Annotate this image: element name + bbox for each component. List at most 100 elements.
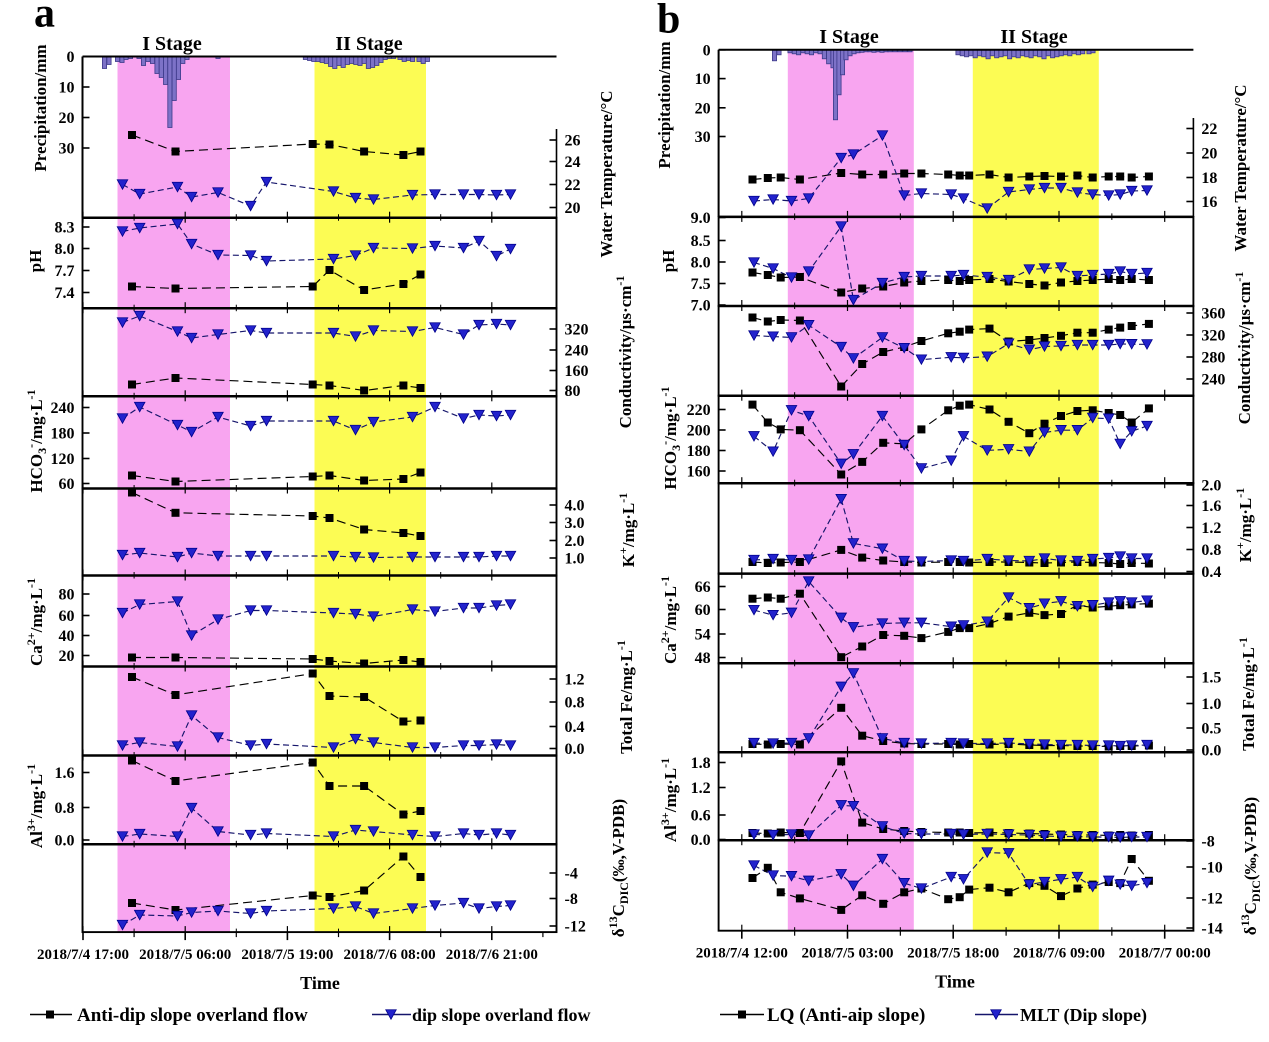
svg-text:1.5: 1.5 — [1201, 670, 1221, 687]
svg-text:320: 320 — [1201, 328, 1225, 345]
svg-text:I Stage: I Stage — [142, 33, 202, 55]
svg-text:-8: -8 — [565, 891, 578, 908]
svg-text:200: 200 — [687, 423, 711, 440]
svg-text:24: 24 — [565, 154, 581, 171]
svg-text:240: 240 — [51, 400, 75, 417]
svg-text:Al3+/mg·L-1: Al3+/mg·L-1 — [658, 758, 680, 842]
svg-text:1.0: 1.0 — [565, 551, 585, 568]
svg-text:0.0: 0.0 — [565, 741, 585, 758]
svg-text:160: 160 — [565, 363, 589, 380]
svg-text:2018/7/6 08:00: 2018/7/6 08:00 — [344, 947, 436, 963]
svg-text:1.0: 1.0 — [1201, 696, 1221, 713]
svg-text:K+/mg·L-1: K+/mg·L-1 — [1233, 488, 1255, 562]
svg-text:2018/7/5 19:00: 2018/7/5 19:00 — [241, 947, 333, 963]
svg-text:20: 20 — [695, 100, 711, 117]
svg-text:0.8: 0.8 — [1201, 542, 1221, 559]
svg-text:0: 0 — [67, 49, 75, 66]
svg-text:δ13CDIC(‰,V-PDB): δ13CDIC(‰,V-PDB) — [606, 799, 631, 937]
svg-text:320: 320 — [565, 322, 589, 339]
svg-text:2018/7/4 12:00: 2018/7/4 12:00 — [696, 946, 788, 962]
svg-text:Time: Time — [300, 973, 340, 993]
svg-text:1.2: 1.2 — [565, 672, 585, 689]
svg-text:20: 20 — [565, 200, 581, 217]
svg-text:1.6: 1.6 — [55, 765, 75, 782]
svg-text:360: 360 — [1201, 306, 1225, 323]
svg-text:0.0: 0.0 — [691, 832, 711, 849]
svg-text:7.4: 7.4 — [55, 285, 75, 302]
svg-text:-8: -8 — [1201, 834, 1214, 851]
svg-text:2018/7/5 06:00: 2018/7/5 06:00 — [139, 947, 231, 963]
svg-text:66: 66 — [695, 579, 711, 596]
svg-text:10: 10 — [695, 71, 711, 88]
svg-text:II Stage: II Stage — [1000, 26, 1067, 48]
svg-text:Water Temperature/°C: Water Temperature/°C — [1231, 84, 1250, 251]
svg-text:MLT (Dip slope): MLT (Dip slope) — [1020, 1005, 1147, 1026]
svg-text:2018/7/5 18:00: 2018/7/5 18:00 — [907, 946, 999, 962]
svg-text:-12: -12 — [565, 919, 586, 936]
svg-text:0.6: 0.6 — [691, 808, 711, 825]
svg-text:-14: -14 — [1201, 921, 1222, 938]
svg-text:20: 20 — [1201, 146, 1217, 163]
svg-text:3.0: 3.0 — [565, 515, 585, 532]
svg-text:8.0: 8.0 — [55, 241, 75, 258]
svg-text:Total Fe/mg·L-1: Total Fe/mg·L-1 — [614, 640, 636, 754]
svg-text:HCO3-/mg·L-1: HCO3-/mg·L-1 — [24, 389, 49, 492]
svg-text:18: 18 — [1201, 170, 1217, 187]
svg-text:22: 22 — [565, 177, 581, 194]
svg-text:Total Fe/mg·L-1: Total Fe/mg·L-1 — [1236, 637, 1258, 751]
svg-text:0.4: 0.4 — [1201, 564, 1221, 581]
svg-text:1.2: 1.2 — [691, 780, 711, 797]
svg-text:180: 180 — [687, 443, 711, 460]
svg-text:80: 80 — [565, 383, 581, 400]
svg-text:K+/mg·L-1: K+/mg·L-1 — [616, 493, 638, 567]
svg-text:240: 240 — [1201, 372, 1225, 389]
svg-text:Anti-dip slope overland flow: Anti-dip slope overland flow — [77, 1005, 308, 1026]
svg-text:8.3: 8.3 — [55, 220, 75, 237]
svg-text:8.5: 8.5 — [691, 233, 711, 250]
svg-text:2018/7/4 17:00: 2018/7/4 17:00 — [37, 947, 129, 963]
svg-text:0.0: 0.0 — [1201, 743, 1221, 760]
svg-text:280: 280 — [1201, 350, 1225, 367]
svg-text:60: 60 — [695, 602, 711, 619]
svg-text:7.5: 7.5 — [691, 276, 711, 293]
svg-text:10: 10 — [59, 80, 75, 97]
svg-text:a: a — [34, 0, 55, 37]
svg-text:1.8: 1.8 — [691, 755, 711, 772]
svg-text:20: 20 — [59, 648, 75, 665]
svg-text:0.8: 0.8 — [55, 800, 75, 817]
svg-text:-10: -10 — [1201, 860, 1222, 877]
svg-text:Al3+/mg·L-1: Al3+/mg·L-1 — [24, 764, 46, 848]
svg-text:54: 54 — [695, 627, 711, 644]
svg-text:2018/7/7 00:00: 2018/7/7 00:00 — [1119, 946, 1211, 962]
svg-text:Ca2+/mg·L-1: Ca2+/mg·L-1 — [24, 578, 46, 666]
svg-text:0.4: 0.4 — [565, 719, 585, 736]
svg-text:pH: pH — [659, 250, 678, 273]
svg-text:60: 60 — [59, 476, 75, 493]
svg-text:26: 26 — [565, 133, 581, 150]
svg-text:0: 0 — [703, 42, 711, 59]
svg-text:pH: pH — [26, 250, 45, 273]
svg-text:2018/7/5 03:00: 2018/7/5 03:00 — [801, 946, 893, 962]
svg-text:Time: Time — [935, 972, 975, 992]
svg-text:-4: -4 — [565, 866, 578, 883]
svg-text:240: 240 — [565, 343, 589, 360]
svg-text:Conductivity/μs·cm-1: Conductivity/μs·cm-1 — [613, 276, 635, 429]
svg-text:1.2: 1.2 — [1201, 520, 1221, 537]
svg-text:220: 220 — [687, 402, 711, 419]
svg-text:9.0: 9.0 — [691, 210, 711, 227]
svg-text:160: 160 — [687, 464, 711, 481]
svg-text:Water Temperature/°C: Water Temperature/°C — [597, 90, 616, 257]
svg-text:Conductivity/μs·cm-1: Conductivity/μs·cm-1 — [1232, 272, 1254, 425]
svg-text:180: 180 — [51, 426, 75, 443]
svg-text:2.0: 2.0 — [1201, 478, 1221, 495]
svg-text:Precipitation/mm: Precipitation/mm — [31, 44, 50, 171]
svg-text:8.0: 8.0 — [691, 255, 711, 272]
svg-text:Ca2+/mg·L-1: Ca2+/mg·L-1 — [658, 576, 680, 664]
svg-text:Precipitation/mm: Precipitation/mm — [655, 41, 674, 168]
svg-text:LQ (Anti-aip slope): LQ (Anti-aip slope) — [767, 1005, 925, 1026]
svg-text:0.5: 0.5 — [1201, 721, 1221, 738]
svg-text:120: 120 — [51, 451, 75, 468]
svg-text:2018/7/6 21:00: 2018/7/6 21:00 — [446, 947, 538, 963]
svg-text:20: 20 — [59, 110, 75, 127]
svg-text:dip slope overland flow: dip slope overland flow — [412, 1005, 591, 1025]
